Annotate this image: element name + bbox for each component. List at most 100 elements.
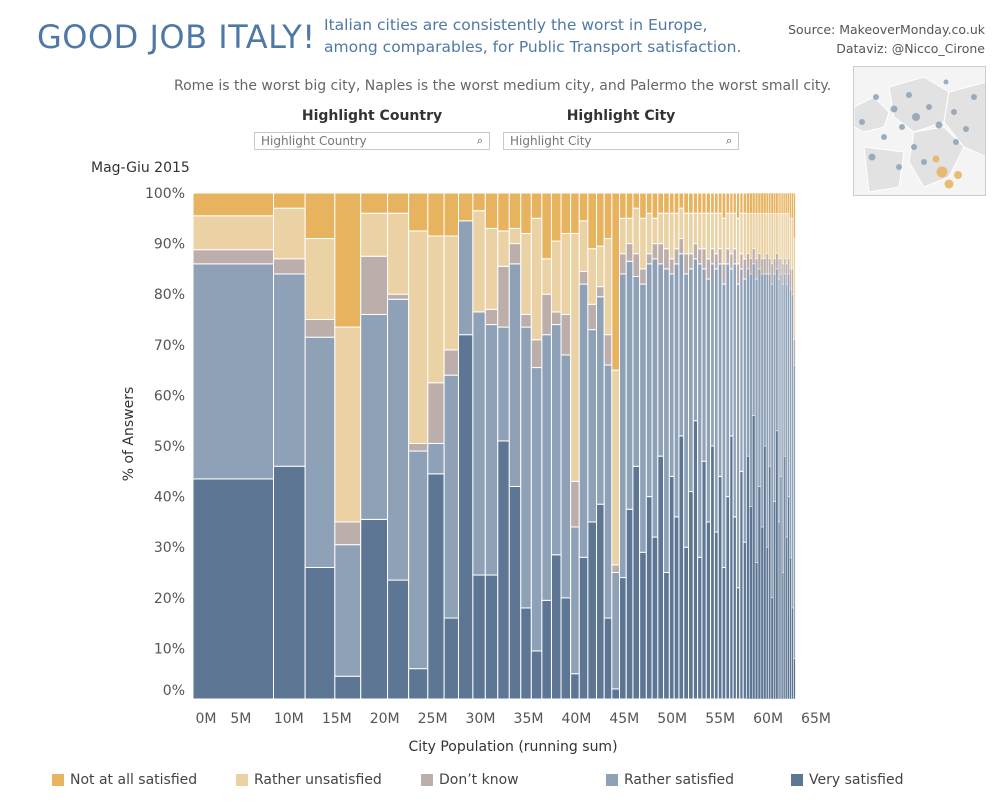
bar-segment-dont-know[interactable] [713,253,719,270]
bar-segment-not-at-all[interactable] [688,192,694,214]
bar-segment-rather-sat[interactable] [692,258,699,422]
bar-segment-very-sat[interactable] [760,526,765,700]
bar-segment-rather-sat[interactable] [725,263,731,498]
bar-segment-dont-know[interactable] [746,253,750,270]
bar-segment-not-at-all[interactable] [785,192,788,214]
bar-segment-rather-unsat[interactable] [705,212,712,260]
bar-segment-very-sat[interactable] [632,465,641,700]
bar-segment-not-at-all[interactable] [768,192,772,214]
bar-segment-not-at-all[interactable] [625,192,634,219]
bar-segment-not-at-all[interactable] [651,192,659,219]
bar-segment-very-sat[interactable] [783,455,787,700]
bar-segment-rather-sat[interactable] [587,329,598,523]
bar-segment-rather-unsat[interactable] [791,218,794,270]
bar-segment-not-at-all[interactable] [789,192,792,219]
bar-segment-rather-unsat[interactable] [663,212,670,250]
bar-segment-very-sat[interactable] [457,334,474,700]
bar-segment-rather-sat[interactable] [742,278,748,543]
bar-segment-rather-sat[interactable] [663,268,670,573]
bar-segment-rather-unsat[interactable] [619,217,627,255]
legend-item-not-at-all[interactable]: Not at all satisfied [52,772,197,788]
bar-segment-very-sat[interactable] [765,546,769,700]
bar-segment-very-sat[interactable] [304,566,336,700]
bar-segment-rather-unsat[interactable] [508,227,522,245]
bar-segment-very-sat[interactable] [541,599,552,700]
bar-segment-very-sat[interactable] [570,673,580,700]
bar-segment-dont-know[interactable] [443,349,459,376]
bar-segment-rather-unsat[interactable] [673,212,680,250]
bar-segment-not-at-all[interactable] [749,192,753,214]
bar-segment-rather-sat[interactable] [791,293,794,609]
bar-segment-rather-sat[interactable] [497,326,510,442]
bar-segment-rather-unsat[interactable] [760,212,765,260]
bar-segment-dont-know[interactable] [408,442,429,452]
bar-segment-very-sat[interactable] [550,554,562,700]
bar-segment-not-at-all[interactable] [497,192,510,232]
bar-segment-rather-unsat[interactable] [710,212,715,250]
bar-segment-very-sat[interactable] [725,496,731,700]
bar-segment-not-at-all[interactable] [668,192,675,214]
bar-segment-rather-sat[interactable] [760,273,765,528]
bar-segment-rather-sat[interactable] [732,263,737,518]
bar-segment-rather-sat[interactable] [360,313,389,520]
bar-segment-dont-know[interactable] [550,311,562,326]
bar-segment-not-at-all[interactable] [192,192,275,217]
search-icon[interactable]: ⌕ [725,134,732,147]
bar-segment-rather-unsat[interactable] [701,212,707,250]
bar-segment-dont-know[interactable] [791,268,794,295]
bar-segment-rather-sat[interactable] [683,273,690,548]
bar-segment-very-sat[interactable] [530,650,543,700]
bar-segment-rather-sat[interactable] [639,283,647,553]
bar-segment-rather-unsat[interactable] [725,212,731,250]
bar-segment-dont-know[interactable] [668,258,675,275]
bar-segment-dont-know[interactable] [757,253,762,270]
bar-segment-rather-sat[interactable] [787,273,790,497]
bar-segment-dont-know[interactable] [754,258,759,280]
bar-segment-rather-sat[interactable] [678,253,685,437]
bar-segment-rather-sat[interactable] [508,263,522,487]
bar-segment-rather-unsat[interactable] [334,326,362,523]
bar-segment-rather-sat[interactable] [757,268,762,487]
bar-segment-very-sat[interactable] [787,496,790,700]
bar-segment-rather-sat[interactable] [570,526,580,675]
bar-segment-rather-unsat[interactable] [611,369,621,566]
bar-segment-dont-know[interactable] [717,248,723,265]
bar-segment-dont-know[interactable] [619,253,627,275]
bar-segment-dont-know[interactable] [749,258,753,275]
bar-segment-very-sat[interactable] [408,668,429,700]
bar-segment-not-at-all[interactable] [508,192,522,229]
bar-segment-rather-unsat[interactable] [732,212,737,250]
bar-segment-rather-unsat[interactable] [550,240,562,313]
bar-segment-very-sat[interactable] [678,435,685,700]
bar-segment-rather-sat[interactable] [710,263,715,447]
bar-segment-rather-sat[interactable] [717,263,723,477]
bar-segment-very-sat[interactable] [732,516,737,700]
bar-segment-rather-unsat[interactable] [729,212,734,255]
bar-segment-rather-sat[interactable] [530,367,543,652]
bar-segment-not-at-all[interactable] [334,192,362,328]
bar-segment-very-sat[interactable] [645,496,653,700]
bar-segment-rather-sat[interactable] [785,283,788,538]
bar-segment-not-at-all[interactable] [273,192,306,209]
bar-segment-dont-know[interactable] [508,243,522,265]
bar-segment-very-sat[interactable] [713,531,719,700]
bar-segment-rather-unsat[interactable] [645,212,653,255]
bar-segment-rather-unsat[interactable] [443,235,459,351]
bar-segment-rather-unsat[interactable] [789,218,792,270]
bar-segment-very-sat[interactable] [443,617,459,700]
bar-segment-very-sat[interactable] [657,455,665,700]
bar-segment-not-at-all[interactable] [721,192,727,219]
bar-segment-dont-know[interactable] [725,248,731,265]
bar-segment-dont-know[interactable] [701,248,707,270]
bar-segment-dont-know[interactable] [692,243,699,260]
bar-segment-rather-sat[interactable] [765,273,769,548]
bar-segment-dont-know[interactable] [663,248,670,270]
bar-segment-dont-know[interactable] [530,339,543,369]
bar-segment-rather-unsat[interactable] [497,230,510,267]
bar-segment-rather-unsat[interactable] [688,212,694,255]
bar-segment-very-sat[interactable] [785,536,788,700]
bar-segment-rather-unsat[interactable] [746,212,750,254]
bar-segment-very-sat[interactable] [683,546,690,700]
bar-segment-rather-sat[interactable] [779,273,783,477]
bar-segment-dont-know[interactable] [765,253,769,275]
